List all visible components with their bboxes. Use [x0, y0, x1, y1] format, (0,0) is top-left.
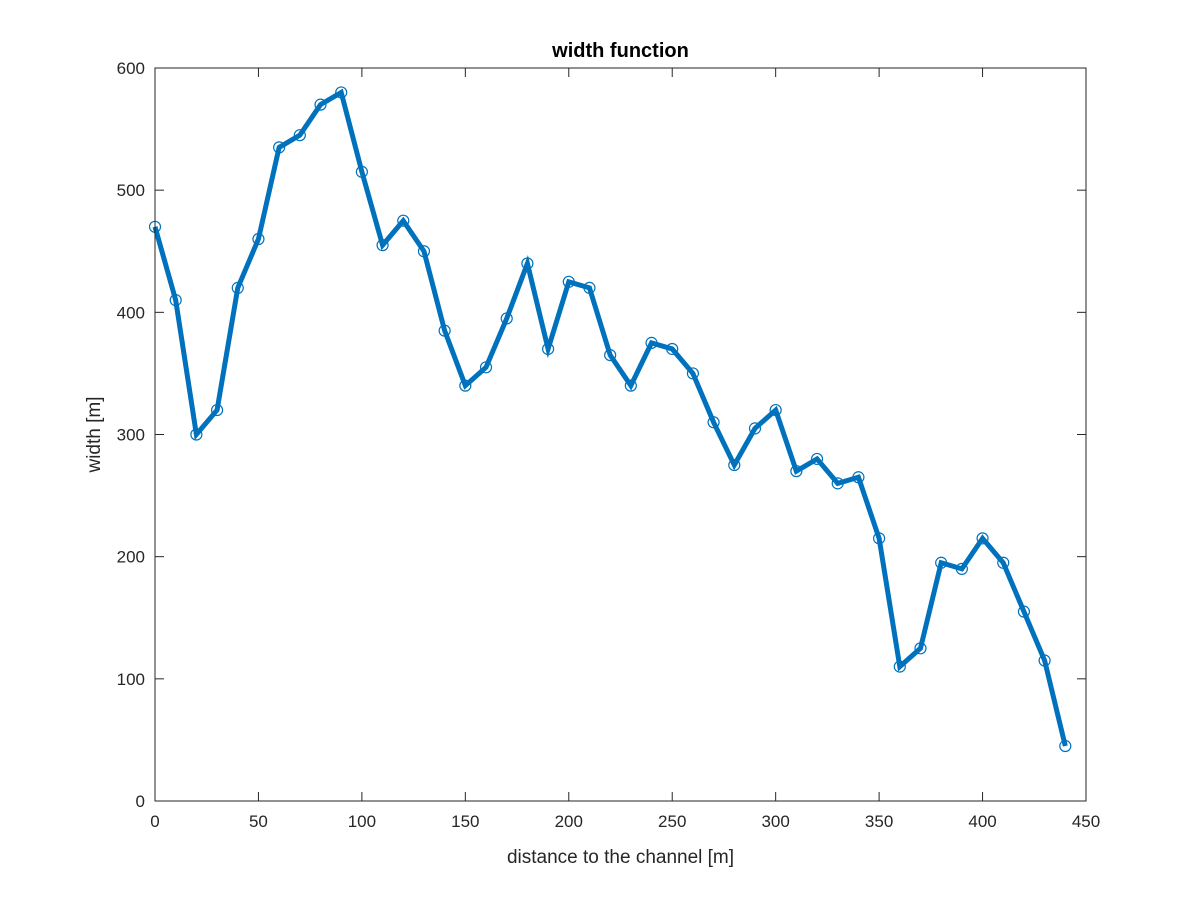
data-point [914, 642, 927, 655]
data-point [1059, 739, 1072, 753]
data-point [562, 275, 575, 288]
data-point [852, 471, 865, 484]
data-point [604, 348, 617, 362]
x-axis-label: distance to the channel [m] [507, 847, 734, 868]
data-point [873, 532, 886, 545]
data-point [376, 239, 389, 252]
data-point [521, 257, 534, 270]
data-point [169, 294, 182, 307]
data-point [438, 324, 451, 337]
data-point [748, 422, 762, 435]
data-point [997, 556, 1010, 569]
data-point [355, 165, 368, 178]
data-point [231, 281, 244, 294]
data-point [1017, 605, 1031, 618]
data-point [397, 214, 410, 227]
data-point [314, 98, 327, 111]
y-tick-label: 500 [117, 181, 145, 200]
data-point [893, 660, 906, 673]
y-tick-label: 100 [117, 670, 145, 689]
data-point [686, 367, 700, 380]
y-tick-label: 600 [117, 59, 145, 78]
data-point [769, 403, 782, 417]
x-tick-label: 250 [658, 812, 686, 831]
x-tick-label: 100 [348, 812, 376, 831]
x-tick-label: 350 [865, 812, 893, 831]
data-point [790, 465, 803, 478]
y-tick-label: 200 [117, 548, 145, 567]
x-tick-label: 200 [555, 812, 583, 831]
data-point [935, 556, 948, 569]
data-point [810, 452, 824, 466]
axes-box [154, 67, 1087, 802]
x-tick-label: 400 [968, 812, 996, 831]
data-point [293, 129, 306, 142]
plot-area [155, 68, 1086, 801]
data-point [583, 281, 596, 294]
ticks: 0 50 100 150 200 250 300 350 400 450 0 100 200 300 400… [117, 59, 1101, 831]
series-group [148, 86, 1072, 753]
data-point [1038, 654, 1051, 667]
data-point [541, 342, 555, 356]
series-line [152, 88, 1068, 747]
data-point [831, 477, 844, 490]
data-point [273, 141, 286, 154]
data-point [190, 428, 203, 441]
data-point [459, 379, 472, 392]
y-tick-label: 0 [136, 792, 145, 811]
data-point [728, 458, 741, 472]
data-point [500, 312, 513, 325]
x-tick-label: 50 [249, 812, 268, 831]
data-point [252, 232, 265, 246]
data-point [624, 379, 637, 392]
data-point [707, 416, 720, 429]
data-point [479, 361, 493, 374]
x-tick-label: 0 [150, 812, 159, 831]
chart-title: width function [551, 40, 689, 62]
x-tick-label: 300 [761, 812, 789, 831]
y-axis-label: width [m] [84, 396, 105, 473]
y-tick-label: 300 [117, 426, 145, 445]
x-tick-label: 150 [451, 812, 479, 831]
data-point [335, 86, 348, 99]
data-point [666, 342, 679, 356]
data-point [976, 532, 989, 545]
data-point [645, 336, 658, 349]
y-tick-label: 400 [117, 303, 145, 322]
x-tick-label: 450 [1072, 812, 1100, 831]
data-point [417, 245, 431, 258]
data-point [955, 562, 968, 575]
data-point [210, 403, 224, 417]
